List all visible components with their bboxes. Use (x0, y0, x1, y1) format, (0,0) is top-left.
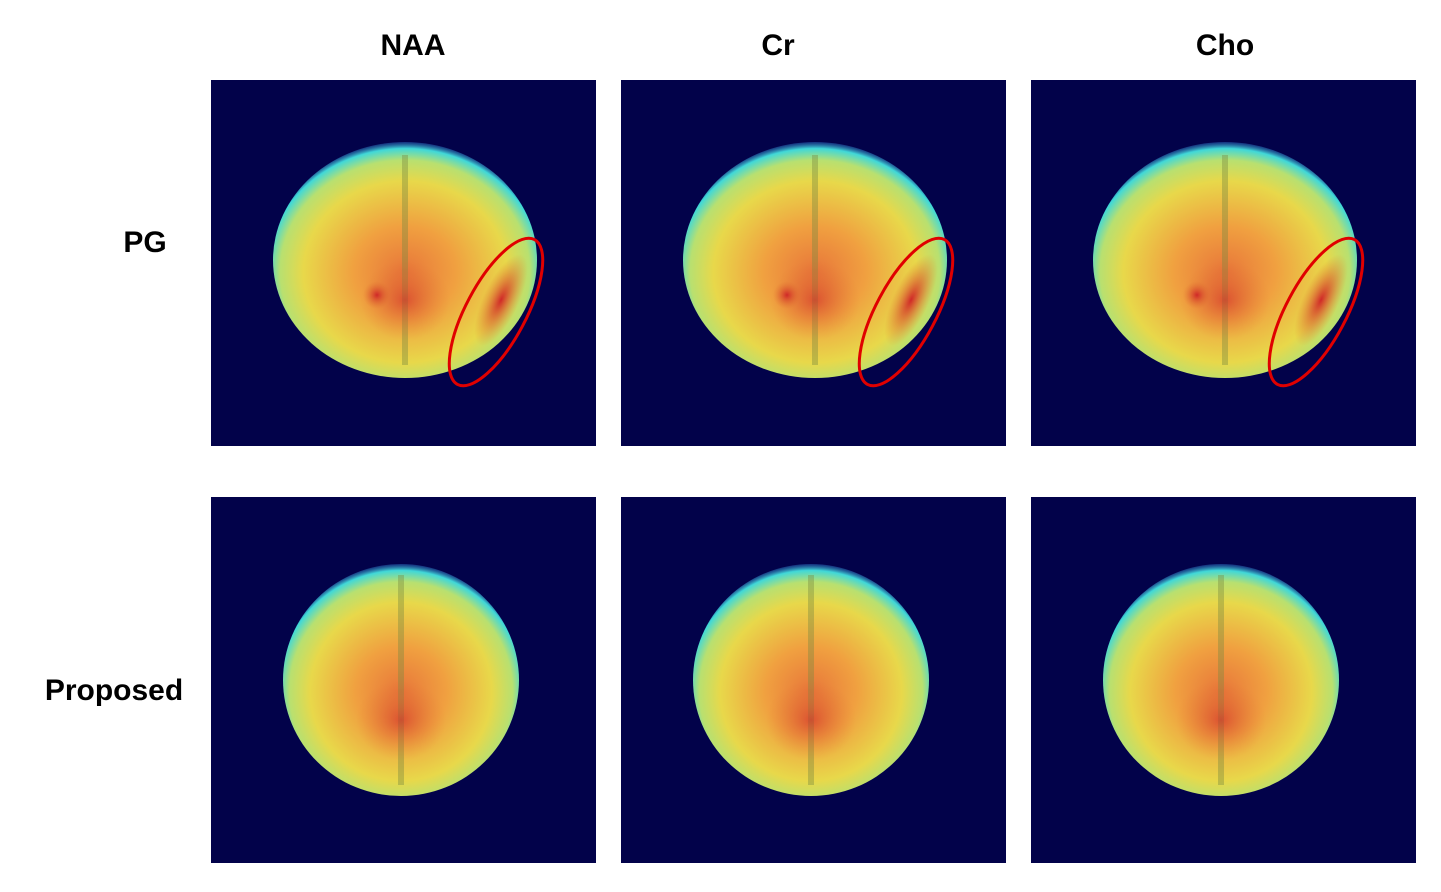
hotspot (356, 680, 446, 760)
row-label: Proposed (45, 674, 183, 707)
hotspot (884, 254, 938, 346)
hotspot (766, 680, 856, 760)
hotspot (1183, 281, 1211, 309)
column-header: Cr (761, 29, 795, 62)
highlight-ellipse (1267, 236, 1365, 388)
heatmap-image (211, 497, 596, 863)
hotspot (770, 260, 860, 340)
column-header: Cho (1196, 29, 1254, 62)
hotspot (363, 281, 391, 309)
hotspot (773, 281, 801, 309)
hotspot (360, 260, 450, 340)
heatmap-image (211, 80, 596, 446)
hotspot (1176, 680, 1266, 760)
highlight-ellipse (447, 236, 545, 388)
hotspot (1180, 260, 1270, 340)
row-label: PG (123, 226, 166, 259)
heatmap-image (621, 80, 1006, 446)
hotspot (474, 254, 528, 346)
hotspot (1294, 254, 1348, 346)
heatmap-image (1031, 80, 1416, 446)
highlight-ellipse (857, 236, 955, 388)
heatmap-image (1031, 497, 1416, 863)
column-header: NAA (381, 29, 446, 62)
heatmap-image (621, 497, 1006, 863)
